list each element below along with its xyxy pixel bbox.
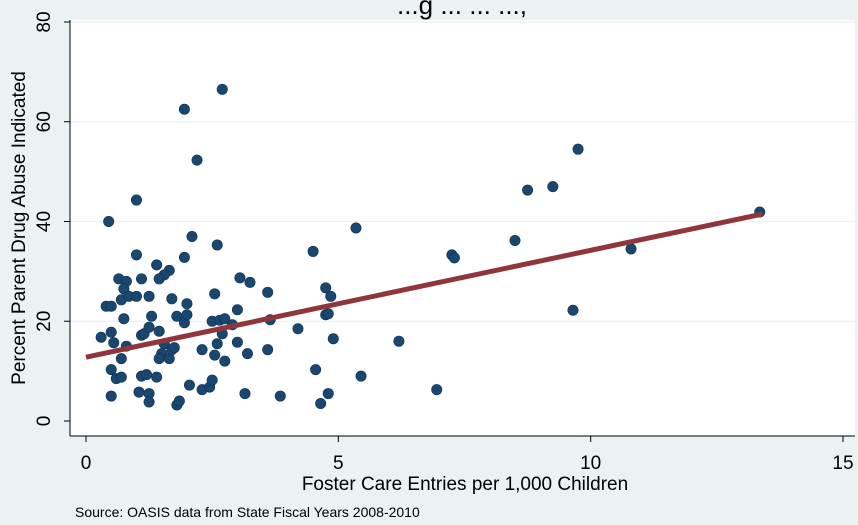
data-point	[547, 181, 559, 193]
y-tick-label: 0	[34, 416, 55, 427]
data-point	[136, 273, 148, 285]
data-point	[509, 234, 521, 246]
data-point	[234, 272, 246, 284]
data-point	[274, 390, 286, 402]
data-point	[567, 304, 579, 316]
data-point	[143, 290, 155, 302]
data-point	[181, 298, 193, 310]
plot-background	[70, 20, 855, 436]
data-point	[118, 313, 130, 325]
data-point	[151, 371, 163, 383]
data-point	[108, 337, 120, 349]
data-point	[322, 308, 334, 320]
data-point	[151, 259, 163, 271]
data-point	[216, 83, 228, 95]
y-tick-label: 60	[34, 111, 55, 132]
chart-title: ...g ... ... ...,	[397, 0, 527, 20]
data-point	[130, 249, 142, 261]
data-point	[320, 282, 332, 294]
data-point	[178, 103, 190, 115]
data-point	[191, 154, 203, 166]
data-point	[196, 344, 208, 356]
data-point	[209, 349, 221, 361]
data-point	[186, 230, 198, 242]
data-point	[625, 243, 637, 255]
x-axis-title: Foster Care Entries per 1,000 Children	[302, 474, 628, 495]
data-point	[130, 290, 142, 302]
data-point	[262, 286, 274, 298]
data-point	[262, 344, 274, 356]
data-point	[350, 222, 362, 234]
data-point	[105, 326, 117, 338]
data-point	[95, 331, 107, 343]
y-axis: 0 20 40 60 80	[34, 11, 71, 436]
x-tick-label: 10	[580, 453, 601, 474]
data-point	[315, 398, 327, 410]
data-point	[103, 216, 115, 228]
data-point	[393, 335, 405, 347]
data-point	[173, 395, 185, 407]
data-point	[153, 353, 165, 365]
data-point	[231, 336, 243, 348]
data-point	[146, 310, 158, 322]
data-point	[239, 388, 251, 400]
data-point	[105, 390, 117, 402]
data-point	[219, 313, 231, 325]
y-tick-label: 20	[34, 311, 55, 332]
x-axis: 0 5 10 15	[70, 435, 855, 474]
data-point	[231, 304, 243, 316]
data-point	[307, 245, 319, 257]
data-point	[431, 384, 443, 396]
data-point	[209, 288, 221, 300]
data-point	[322, 388, 334, 400]
data-point	[166, 293, 178, 305]
x-tick-label: 15	[832, 453, 853, 474]
data-point	[211, 338, 223, 350]
data-point	[572, 143, 584, 155]
data-points	[95, 83, 766, 411]
data-point	[327, 333, 339, 345]
data-point	[181, 309, 193, 321]
data-point	[153, 325, 165, 337]
data-point	[105, 364, 117, 376]
data-point	[183, 379, 195, 391]
x-tick-label: 0	[81, 453, 92, 474]
data-point	[310, 364, 322, 376]
data-point	[143, 321, 155, 333]
data-point	[448, 252, 460, 264]
data-point	[241, 348, 253, 360]
y-tick-label: 80	[34, 11, 55, 32]
data-point	[355, 370, 367, 382]
y-axis-title: Percent Parent Drug Abuse Indicated	[9, 71, 30, 385]
data-point	[115, 353, 127, 365]
data-point	[178, 251, 190, 263]
data-point	[522, 184, 534, 196]
data-point	[130, 194, 142, 206]
data-point	[292, 323, 304, 335]
data-point	[143, 396, 155, 408]
data-point	[171, 310, 183, 322]
data-point	[115, 371, 127, 383]
data-point	[325, 290, 337, 302]
data-point	[168, 342, 180, 354]
data-point	[153, 273, 165, 285]
plot-area	[70, 20, 855, 436]
data-point	[105, 300, 117, 312]
data-point	[206, 374, 218, 386]
x-tick-label: 5	[333, 453, 344, 474]
data-point	[133, 386, 145, 398]
source-note: Source: OASIS data from State Fiscal Yea…	[75, 504, 420, 520]
data-point	[219, 355, 231, 367]
data-point	[141, 369, 153, 381]
y-tick-label: 40	[34, 211, 55, 232]
data-point	[211, 239, 223, 251]
fit-line	[85, 211, 763, 360]
data-point	[244, 276, 256, 288]
